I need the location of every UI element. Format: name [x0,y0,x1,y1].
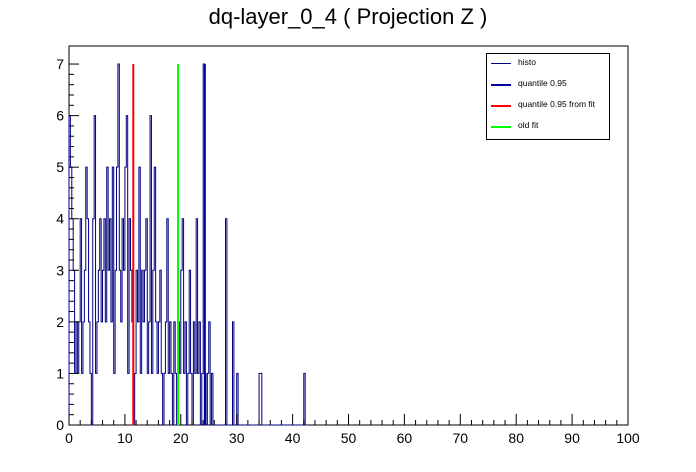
histogram-bin [147,373,148,425]
histogram-bin [75,373,76,425]
chart-legend: histo quantile 0.95 quantile 0.95 from f… [486,53,610,140]
histogram-bin [198,373,199,425]
legend-swatch-old-fit [491,126,511,128]
histogram-bin [151,373,152,425]
y-tick-label: 4 [56,211,64,227]
x-tick-label: 100 [616,430,640,446]
histogram-bin [140,373,141,425]
y-tick-label: 5 [56,159,64,175]
histogram-bin [105,322,106,425]
y-tick-label: 3 [56,262,64,278]
histogram-bin [101,322,102,425]
legend-swatch-histo [491,63,511,64]
x-tick-label: 60 [397,430,413,446]
y-tick-label: 7 [56,56,64,72]
legend-item-quantile-fit: quantile 0.95 from fit [487,96,611,116]
histogram-bin [77,373,78,425]
histogram-bin [114,373,115,425]
x-tick-label: 50 [341,430,357,446]
histogram-bin [82,373,83,425]
histogram-bin [108,270,109,425]
legend-label: quantile 0.95 from fit [518,99,596,109]
y-tick-label: 6 [56,108,64,124]
legend-label: old fit [518,120,539,130]
y-tick-label: 2 [56,314,64,330]
x-tick-label: 80 [508,430,524,446]
x-tick-label: 0 [65,430,73,446]
legend-item-quantile: quantile 0.95 [487,75,611,95]
legend-item-old-fit: old fit [487,117,611,137]
x-tick-label: 10 [117,430,133,446]
x-tick-label: 70 [453,430,469,446]
histogram-bin [157,373,158,425]
legend-label: histo [518,57,536,67]
legend-label: quantile 0.95 [518,78,567,88]
histogram-bin [111,322,112,425]
y-tick-label: 0 [56,417,64,433]
histogram-series-histo [68,63,307,426]
histogram-bin [124,270,125,425]
x-tick-label: 40 [285,430,301,446]
x-tick-label: 90 [564,430,580,446]
histogram-bin [184,373,185,425]
legend-item-histo: histo [487,54,611,74]
chart-title: dq-layer_0_4 ( Projection Z ) [208,4,488,29]
histogram-bin [195,373,196,425]
y-tick-label: 1 [56,365,64,381]
legend-swatch-quantile [491,84,511,86]
histogram-bin [137,322,138,425]
x-tick-label: 20 [173,430,189,446]
histogram-bin [168,373,169,425]
histogram-bin [96,373,97,425]
legend-swatch-quantile-fit [491,105,511,107]
histogram-bin [121,322,122,425]
x-tick-label: 30 [229,430,245,446]
histogram-bin [143,322,144,425]
histogram-bin [128,373,129,425]
